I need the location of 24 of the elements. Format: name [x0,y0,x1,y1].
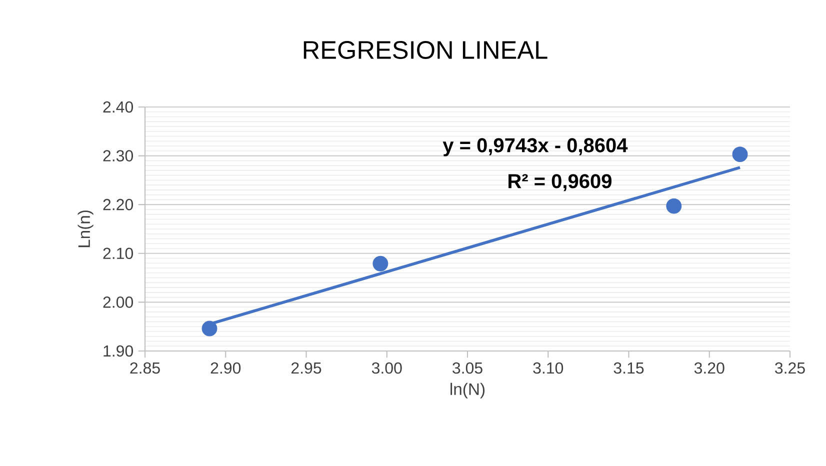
x-axis-title: ln(N) [450,382,485,398]
x-tick-label: 3.15 [614,362,644,374]
x-tick-label: 3.00 [372,362,402,374]
y-tick-label: 2.10 [103,248,134,260]
y-tick-label: 2.40 [103,101,134,113]
x-tick-label: 2.85 [130,362,160,374]
y-axis-title: Ln(n) [78,210,94,248]
y-tick-label: 2.00 [103,296,134,308]
y-tick-label: 2.20 [103,198,134,210]
annotation: R² = 0,9609 [508,174,612,192]
y-tick-label: 2.30 [103,150,134,162]
x-tick-label: 3.25 [775,362,805,374]
x-tick-label: 3.10 [533,362,564,374]
chart-title: REGRESION LINEAL [304,41,548,59]
x-tick-label: 2.95 [291,362,322,374]
x-tick-label: 3.05 [452,362,482,374]
annotation: y = 0,9743x - 0,8604 [442,138,628,156]
x-tick-label: 2.90 [210,362,241,374]
y-tick-label: 1.90 [104,345,134,357]
point [732,146,748,162]
point [202,320,218,336]
point [372,256,388,272]
x-tick-label: 3.20 [694,362,724,374]
point [666,198,682,214]
